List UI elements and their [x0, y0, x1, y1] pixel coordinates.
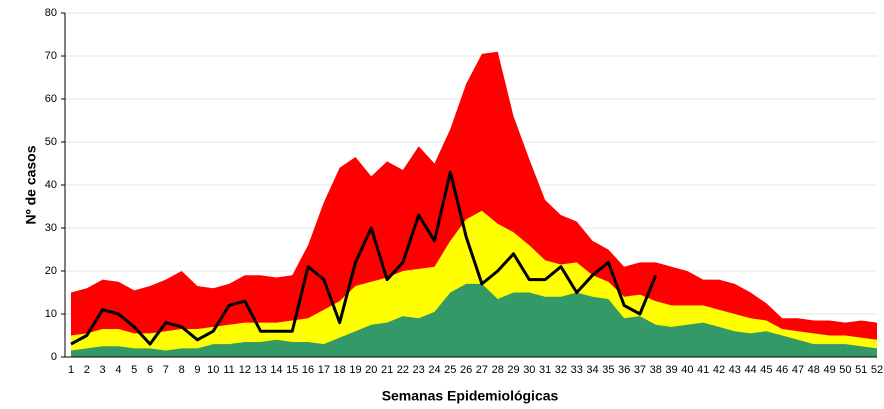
x-tick-label: 15: [286, 364, 298, 376]
x-tick-label: 23: [413, 364, 425, 376]
x-tick-label: 40: [681, 364, 693, 376]
x-tick-label: 51: [855, 364, 867, 376]
y-tick-label: 70: [45, 50, 57, 62]
x-tick-label: 3: [100, 364, 106, 376]
x-tick-label: 19: [349, 364, 361, 376]
x-tick-label: 11: [223, 364, 234, 376]
x-tick-label: 41: [697, 364, 709, 376]
y-tick-label: 40: [45, 179, 57, 191]
x-tick-label: 31: [539, 364, 551, 376]
x-tick-label: 9: [194, 364, 200, 376]
y-tick-label: 10: [45, 308, 57, 320]
x-tick-label: 14: [270, 364, 282, 376]
x-tick-label: 18: [334, 364, 346, 376]
area: [71, 51, 877, 357]
x-tick-label: 43: [729, 364, 741, 376]
x-tick-label: 16: [302, 364, 314, 376]
line: [70, 170, 658, 346]
y-tick-label: 30: [45, 222, 57, 234]
x-tick-label: 29: [507, 364, 519, 376]
x-tick-label: 28: [492, 364, 504, 376]
y-tick-label: 20: [45, 265, 57, 277]
x-tick-label: 1: [68, 364, 74, 376]
x-tick-label: 33: [571, 364, 583, 376]
x-tick-label: 37: [634, 364, 646, 376]
x-tick-label: 22: [397, 364, 409, 376]
x-tick-label: 24: [428, 364, 440, 376]
x-tick-label: 42: [713, 364, 725, 376]
x-tick-label: 17: [318, 364, 330, 376]
x-tick-label: 36: [618, 364, 630, 376]
x-tick-label: 13: [255, 364, 267, 376]
x-tick-label: 8: [179, 364, 185, 376]
x-tick-label: 52: [871, 364, 883, 376]
x-tick-label: 47: [792, 364, 804, 376]
x-tick-label: 32: [555, 364, 567, 376]
x-tick-label: 49: [823, 364, 835, 376]
y-tick-label: 50: [45, 136, 57, 148]
x-tick-label: 50: [839, 364, 851, 376]
x-tick-label: 6: [147, 364, 153, 376]
x-axis-title: Semanas Epidemiológicas: [382, 388, 559, 404]
x-tick-label: 12: [239, 364, 251, 376]
x-tick-label: 34: [586, 364, 598, 376]
y-tick-label: 0: [51, 351, 57, 363]
y-axis-title: Nº de casos: [23, 145, 39, 224]
x-tick-label: 30: [523, 364, 535, 376]
area: [71, 283, 877, 357]
x-tick-label: 46: [776, 364, 788, 376]
x-tick-label: 7: [163, 364, 169, 376]
x-tick-label: 26: [460, 364, 472, 376]
x-tick-label: 35: [602, 364, 614, 376]
x-tick-label: 5: [131, 364, 137, 376]
x-tick-label: 39: [665, 364, 677, 376]
x-tick-label: 4: [115, 364, 121, 376]
x-tick-label: 25: [444, 364, 456, 376]
x-tick-label: 27: [476, 364, 488, 376]
x-tick-label: 45: [760, 364, 772, 376]
x-tick-label: 2: [84, 364, 90, 376]
y-tick-label: 60: [45, 93, 57, 105]
y-tick-label: 80: [45, 7, 57, 19]
x-tick-label: 20: [365, 364, 377, 376]
x-tick-label: 21: [381, 364, 393, 376]
x-tick-label: 38: [650, 364, 662, 376]
x-tick-label: 10: [207, 364, 219, 376]
x-tick-label: 48: [808, 364, 820, 376]
x-tick-label: 44: [744, 364, 756, 376]
